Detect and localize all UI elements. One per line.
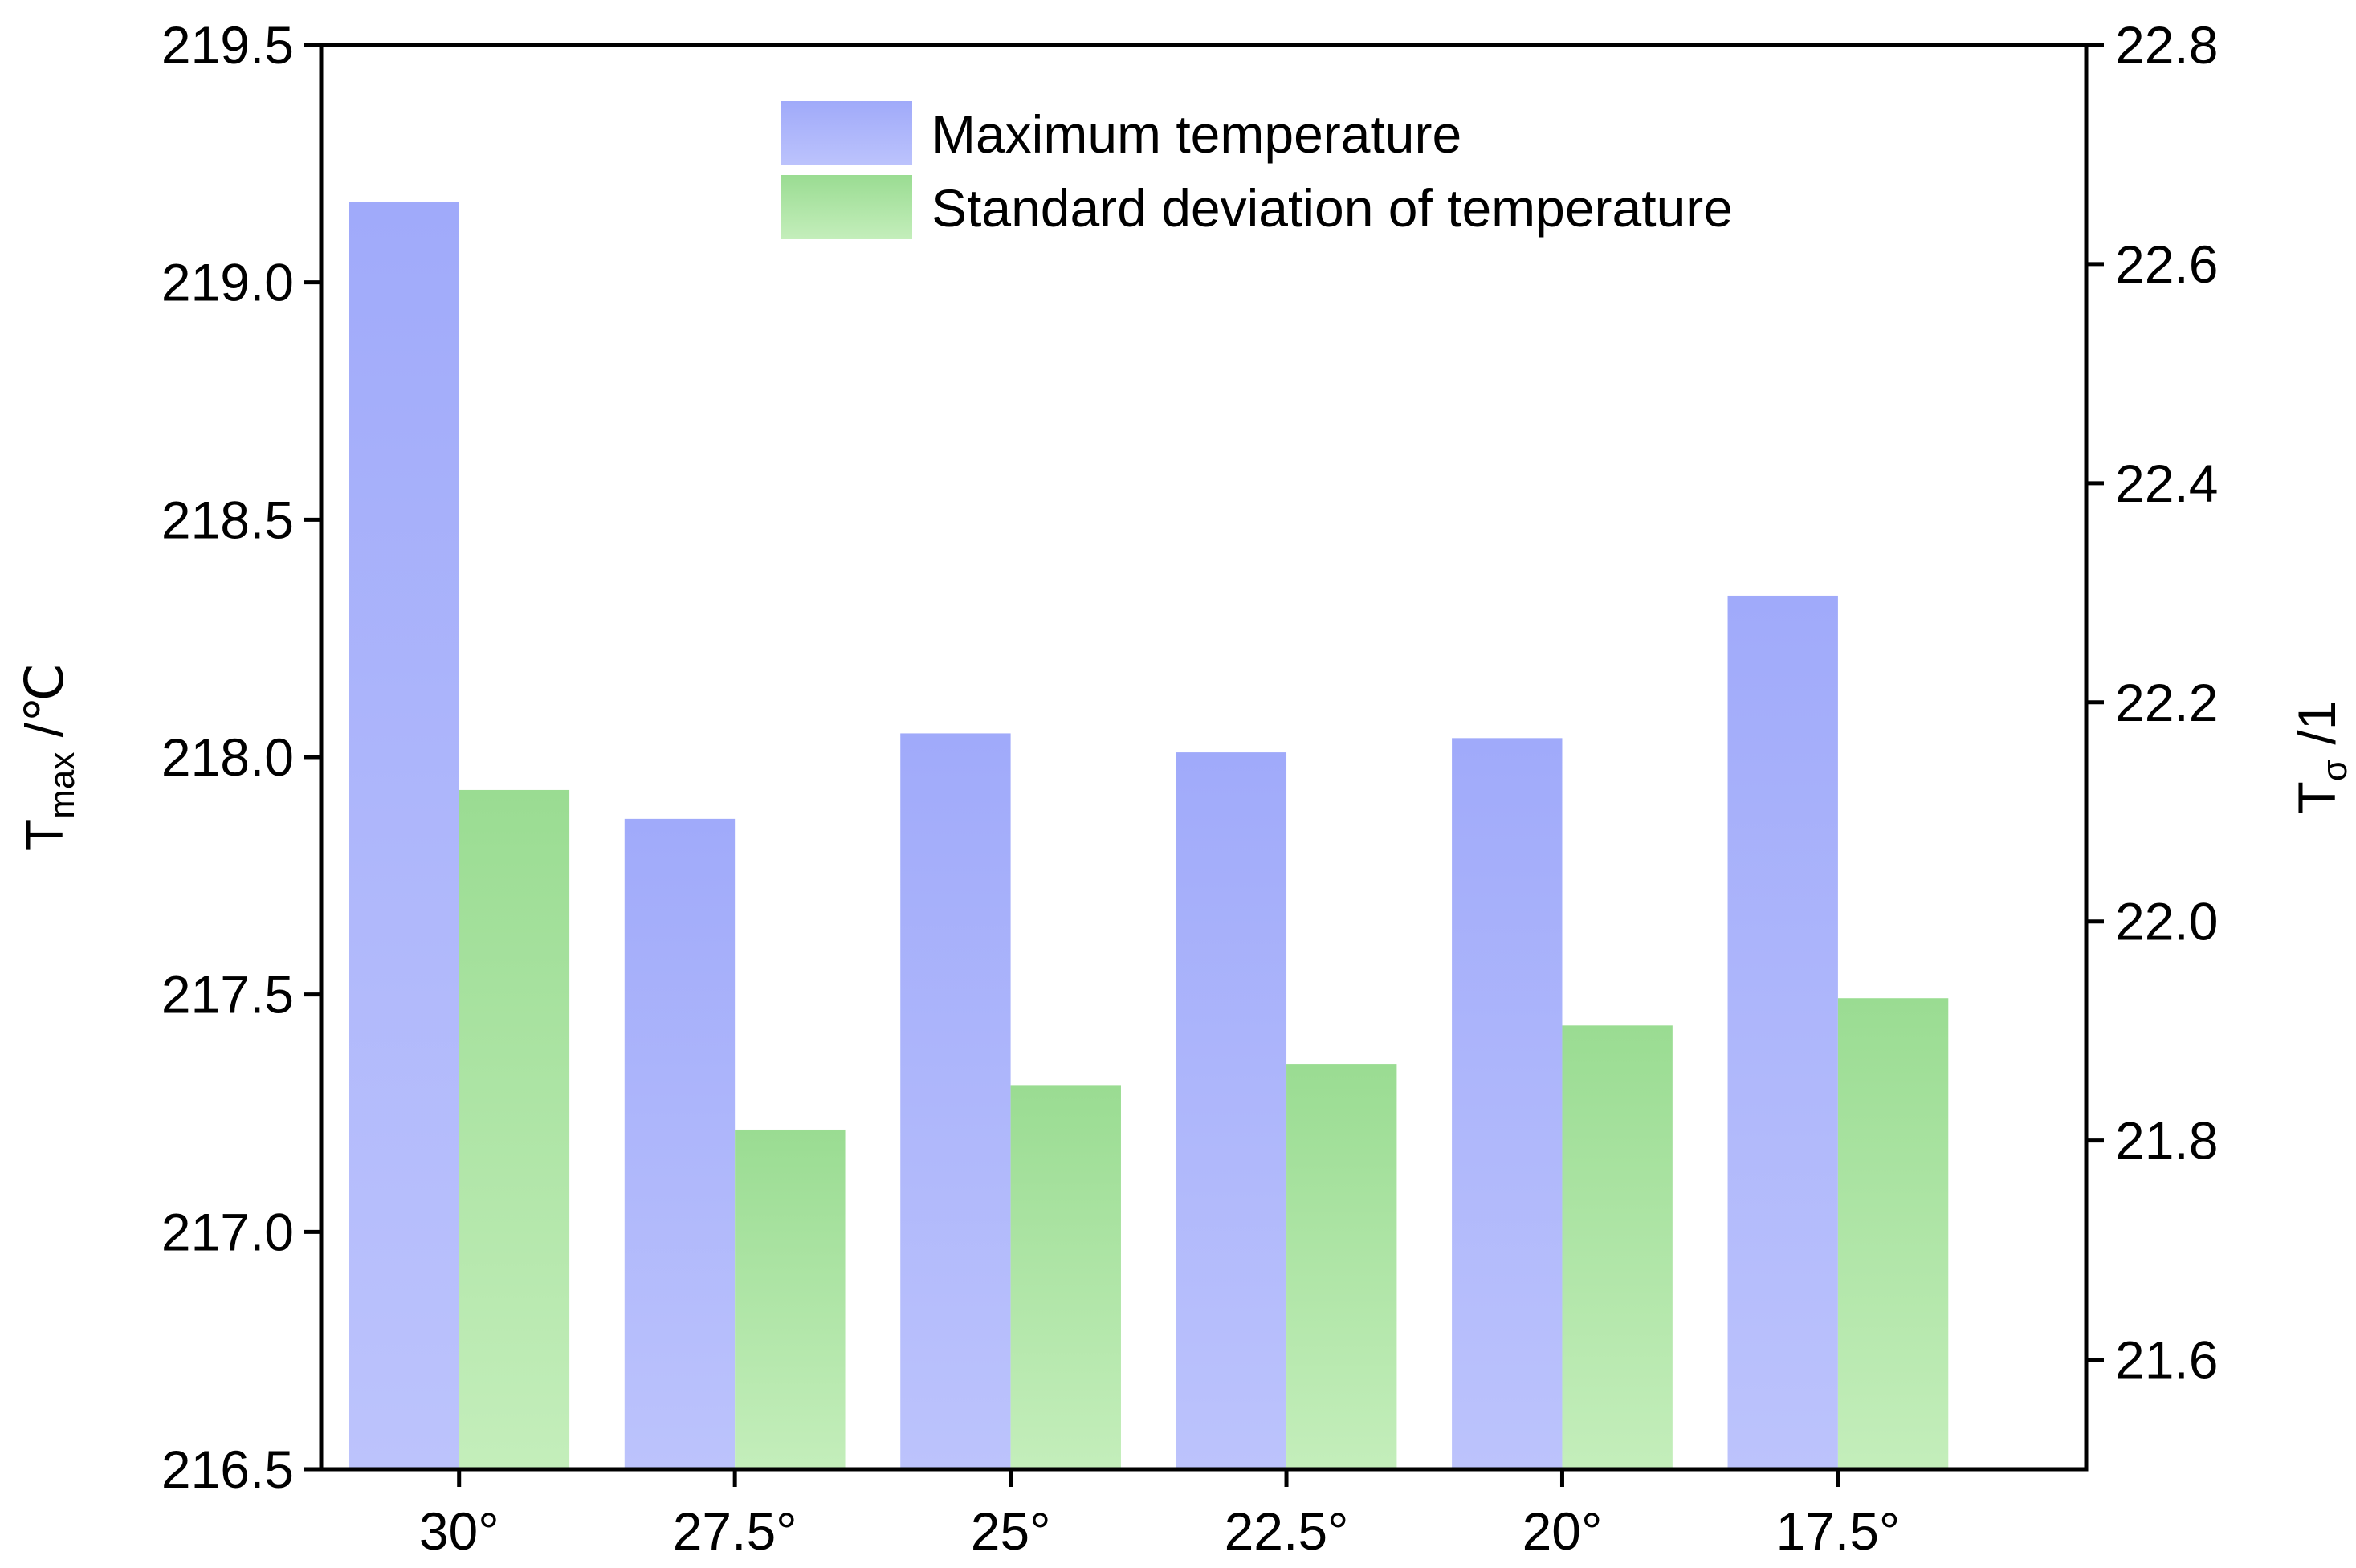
bar-max-temperature xyxy=(900,733,1011,1469)
left-axis: 216.5 217.0 217.5 218.0 218.5 219.0 219.5 xyxy=(161,15,321,1499)
right-tick-label: 22.4 xyxy=(2115,454,2218,513)
x-axis: 30° 27.5° 25° 22.5° 20° 17.5° xyxy=(419,1469,1900,1561)
left-tick-label: 217.0 xyxy=(161,1202,294,1261)
bar-std-temperature xyxy=(1562,1025,1673,1469)
bar-std-temperature xyxy=(1837,998,1949,1469)
right-tick-label: 21.8 xyxy=(2115,1111,2218,1171)
bar-max-temperature xyxy=(1176,752,1287,1469)
bar-max-temperature xyxy=(1727,595,1838,1469)
right-tick-label: 22.0 xyxy=(2115,892,2218,951)
legend-label-std: Standard deviation of temperature xyxy=(931,178,1733,238)
right-axis: 21.6 21.8 22.0 22.2 22.4 22.6 22.8 xyxy=(2086,15,2218,1390)
legend: Maximum temperature Standard deviation o… xyxy=(781,101,1733,239)
left-tick-label: 218.0 xyxy=(161,727,294,787)
bar-std-temperature xyxy=(459,789,570,1469)
left-axis-title-main: T xyxy=(14,819,74,851)
left-axis-title-sub: max xyxy=(43,752,82,819)
left-tick-label: 219.0 xyxy=(161,253,294,312)
right-tick-label: 21.6 xyxy=(2115,1330,2218,1390)
left-tick-label: 216.5 xyxy=(161,1440,294,1499)
bar-std-temperature xyxy=(1010,1085,1121,1469)
x-tick-label: 22.5° xyxy=(1225,1501,1349,1561)
bar-std-temperature xyxy=(1286,1064,1397,1469)
x-tick-label: 17.5° xyxy=(1775,1501,1900,1561)
legend-label-max: Maximum temperature xyxy=(931,104,1461,164)
right-axis-title-main: T xyxy=(2287,781,2346,813)
x-tick-label: 20° xyxy=(1522,1501,1603,1561)
right-axis-title-unit: /1 xyxy=(2287,701,2346,760)
x-tick-label: 25° xyxy=(971,1501,1051,1561)
right-tick-label: 22.6 xyxy=(2115,234,2218,294)
bar-max-temperature xyxy=(624,818,736,1469)
right-axis-title-sub: σ xyxy=(2315,760,2354,781)
bar-std-temperature xyxy=(735,1129,846,1469)
left-tick-label: 217.5 xyxy=(161,965,294,1024)
x-tick-label: 30° xyxy=(419,1501,499,1561)
legend-swatch-std xyxy=(781,175,912,239)
legend-swatch-max xyxy=(781,101,912,165)
bar-max-temperature xyxy=(1452,738,1563,1469)
right-tick-label: 22.8 xyxy=(2115,15,2218,75)
left-axis-title-unit: /℃ xyxy=(14,663,74,752)
bars-group xyxy=(349,202,1949,1469)
right-tick-label: 22.2 xyxy=(2115,673,2218,732)
x-tick-label: 27.5° xyxy=(673,1501,797,1561)
left-tick-label: 218.5 xyxy=(161,490,294,549)
bar-max-temperature xyxy=(349,202,459,1469)
left-axis-title: Tmax /℃ xyxy=(14,663,82,851)
right-axis-title: Tσ /1 xyxy=(2287,701,2354,814)
left-tick-label: 219.5 xyxy=(161,15,294,75)
